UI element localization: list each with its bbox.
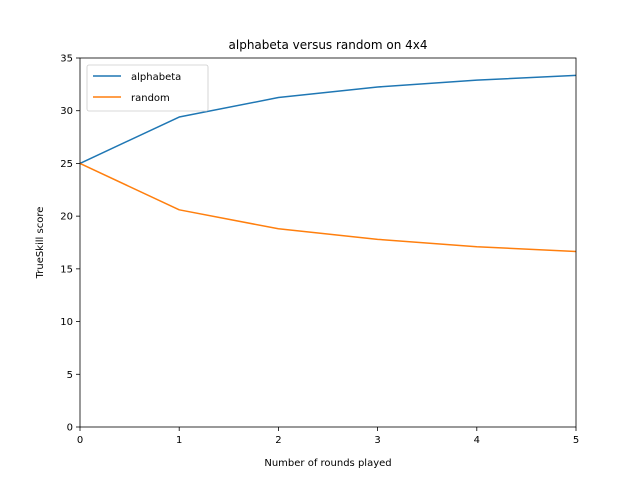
y-tick-label: 20	[60, 212, 73, 223]
y-tick-label: 25	[60, 159, 73, 170]
y-tick-label: 0	[67, 423, 73, 434]
x-axis-label: Number of rounds played	[264, 458, 391, 469]
y-axis-label: TrueSkill score	[35, 207, 46, 280]
legend-label-alphabeta: alphabeta	[131, 72, 181, 83]
series-layer	[79, 74, 577, 253]
legend: alphabeta random	[86, 64, 209, 112]
y-tick-label: 30	[60, 106, 73, 117]
y-tick-label: 10	[60, 317, 73, 328]
chart-title: alphabeta versus random on 4x4	[229, 38, 428, 52]
legend-label-random: random	[131, 93, 170, 104]
series-line-random	[79, 162, 577, 253]
y-tick-label: 35	[60, 54, 73, 65]
x-tick-label: 5	[573, 435, 579, 446]
y-tick-label: 15	[60, 264, 73, 275]
x-axis: 0 1 2 3 4 5	[77, 427, 579, 446]
x-tick-label: 1	[176, 435, 182, 446]
plot-area-frame	[79, 57, 577, 428]
x-tick-label: 3	[374, 435, 380, 446]
y-axis: 0 5 10 15 20 25 30 35	[60, 54, 80, 434]
series-line-alphabeta	[79, 74, 577, 165]
y-tick-label: 5	[67, 370, 73, 381]
x-tick-label: 4	[474, 435, 480, 446]
x-tick-label: 2	[275, 435, 281, 446]
x-tick-label: 0	[77, 435, 83, 446]
